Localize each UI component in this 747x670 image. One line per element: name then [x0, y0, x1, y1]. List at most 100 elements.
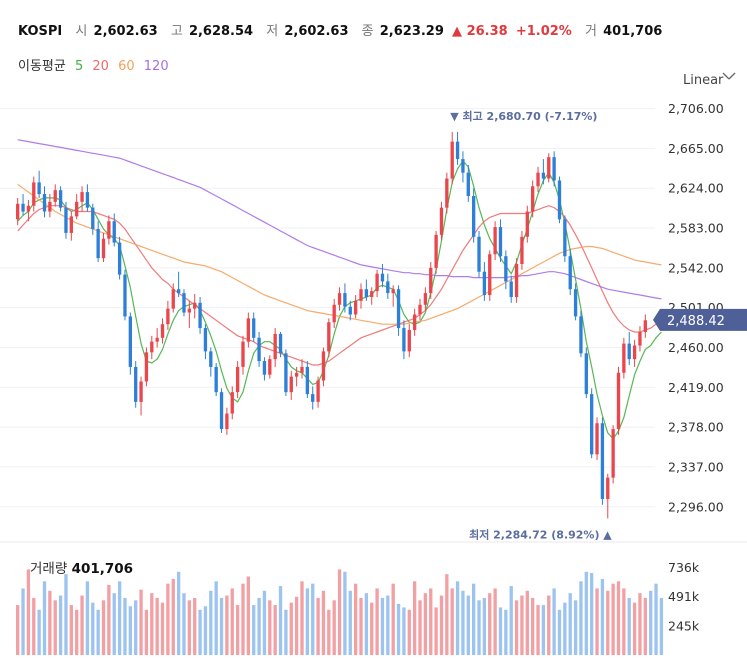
candle-body [370, 291, 374, 297]
low-label: 저 [266, 24, 279, 39]
candle-body [471, 195, 476, 237]
candle-body [616, 372, 621, 430]
volume-bar [380, 597, 385, 655]
candle-body [627, 343, 631, 360]
volume-bar [407, 609, 411, 655]
volume-bar [396, 603, 401, 655]
volume-bar [547, 595, 551, 655]
candle-body [536, 172, 540, 187]
volume-bar [80, 595, 84, 655]
volume-bar [541, 605, 546, 655]
volume-bar [21, 588, 25, 655]
change-value: ▲ 26.38 [452, 24, 508, 39]
volume-bar [493, 588, 497, 655]
candle-body [622, 343, 626, 373]
y-tick-label: 2,624.00 [668, 181, 724, 196]
price-tag-pointer [653, 308, 660, 331]
scale-chevron-icon[interactable] [722, 72, 730, 80]
candle-body [418, 304, 422, 315]
candle-body [531, 186, 535, 212]
volume-bar [171, 578, 175, 655]
volume-bar [611, 583, 615, 655]
ma-line-120 [17, 139, 662, 300]
max-annotation: ▼ 최고 2,680.70 (-7.17%) [450, 109, 597, 123]
volume-bar [632, 602, 637, 655]
symbol: KOSPI [18, 24, 63, 39]
candle-body [439, 207, 444, 235]
candle-body [166, 308, 170, 325]
volume-bar [155, 597, 159, 655]
volume-title-label: 거래량 [30, 561, 68, 577]
scale-mode-label: Linear [683, 73, 724, 88]
volume-bar [590, 572, 594, 655]
y-tick-label: 2,460.00 [668, 340, 724, 355]
candle-body [219, 392, 224, 430]
volume-bar [214, 581, 218, 655]
volume-bar [123, 597, 127, 655]
volume-bar [305, 588, 310, 655]
y-tick-label: 2,583.00 [668, 221, 724, 236]
candle-body [450, 141, 454, 179]
candle-body [611, 429, 615, 478]
volume-bar [311, 583, 315, 655]
candle-body [123, 274, 127, 317]
volume-bar [552, 588, 556, 655]
current-price-tag: 2,488.42 [653, 308, 747, 331]
candle-body [337, 293, 342, 305]
volume-bar [439, 595, 444, 655]
volume-bar [241, 583, 245, 655]
volume-bar [166, 583, 170, 655]
close-value: 2,623.29 [379, 24, 444, 39]
volume-bar [117, 581, 122, 655]
volume-bar [327, 609, 331, 655]
candle-body [160, 324, 165, 338]
volume-title: 거래량 401,706 [30, 557, 133, 577]
y-tick-label: 2,542.00 [668, 260, 724, 275]
candle-body [455, 141, 460, 160]
volume-bar [193, 597, 197, 655]
candle-body [514, 263, 519, 297]
ma-legend-20[interactable]: 20 [92, 59, 109, 74]
volume-bar [32, 597, 36, 655]
volume-bar [520, 595, 524, 655]
volume-bar [504, 609, 508, 655]
y-tick-label: 2,419.00 [668, 380, 724, 395]
candle-body [600, 423, 605, 499]
candle-body [396, 289, 401, 329]
candle-body [380, 273, 385, 282]
candle-body [101, 238, 106, 259]
scale-chevron-icon-right[interactable] [728, 72, 736, 80]
volume-tick-label: 491k [668, 589, 700, 604]
candle-body [96, 229, 100, 259]
min-annotation: 최저 2,284.72 (8.92%) ▲ [469, 527, 612, 541]
scale-mode-toggle[interactable]: Linear [683, 73, 723, 88]
candle-body [595, 423, 599, 455]
ma-legend-120[interactable]: 120 [143, 59, 169, 74]
open-label: 시 [75, 24, 88, 39]
candle-body [64, 207, 68, 233]
candle-body [525, 211, 529, 237]
volume-bar [289, 602, 293, 655]
candle-body [155, 337, 159, 342]
volume-tick-label: 736k [668, 560, 700, 575]
volume-bar [42, 581, 47, 655]
candle-body [134, 366, 138, 402]
candle-body [584, 353, 588, 395]
volume-bar [359, 597, 363, 655]
volume-bar [230, 588, 234, 655]
volume-bar [391, 583, 395, 655]
y-tick-label: 2,665.00 [668, 141, 724, 156]
ma-legend: 이동평균 5 20 60 120 [18, 55, 169, 74]
ma-legend-5[interactable]: 5 [74, 59, 84, 74]
volume-bar [531, 597, 535, 655]
annotations: ▼ 최고 2,680.70 (-7.17%) 최저 2,284.72 (8.92%… [450, 109, 612, 542]
close-label: 종 [361, 24, 374, 39]
candle-body [257, 337, 261, 362]
high-value: 2,628.54 [188, 24, 254, 39]
candle-body [278, 333, 283, 354]
volume-bar [423, 593, 428, 655]
ma-legend-60[interactable]: 60 [118, 59, 135, 74]
volume-bar [579, 581, 583, 655]
volume-bar [466, 595, 470, 655]
